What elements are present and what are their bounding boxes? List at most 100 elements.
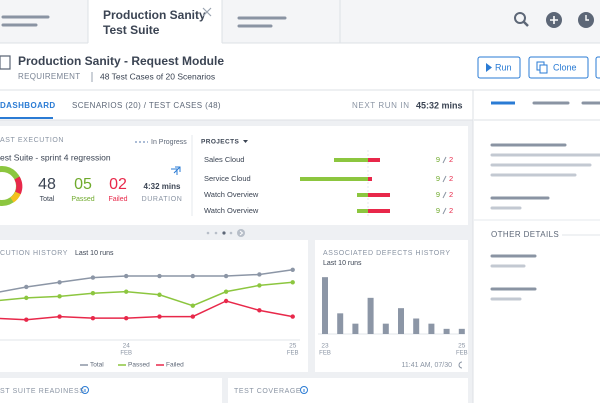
bar [413, 318, 420, 334]
x-tick-month: FEB [319, 351, 331, 357]
point [24, 317, 29, 322]
point [223, 273, 229, 279]
series-line [0, 269, 293, 293]
info-icon[interactable] [81, 386, 89, 394]
point [57, 314, 62, 319]
point [57, 294, 62, 299]
separator [442, 207, 447, 215]
x-tick-label: 25 [458, 343, 466, 350]
bar [337, 313, 344, 334]
bar [398, 308, 404, 334]
clone-button[interactable]: Clone [528, 56, 589, 79]
button-label: Clone [553, 62, 577, 72]
point [157, 273, 162, 279]
legend-label: Passed [128, 362, 150, 369]
project-name: Watch Overview [204, 190, 259, 199]
coverage-card [228, 378, 468, 403]
point [290, 280, 295, 285]
series-line [0, 300, 293, 321]
x-tick-month: FEB [287, 351, 299, 357]
card-subtitle: Last 10 runs [75, 250, 114, 257]
stat-value: 02 [109, 176, 127, 193]
legend-label: In Progress [151, 139, 187, 146]
project-passed: 9 [436, 206, 440, 215]
card-title: TEST COVERAGE [234, 388, 301, 395]
run-button[interactable]: Run [477, 56, 521, 79]
point [124, 273, 129, 279]
point [90, 275, 96, 280]
point [223, 298, 229, 304]
button-label: Run [495, 62, 512, 72]
point [190, 314, 195, 319]
project-passed: 9 [436, 190, 440, 199]
point [257, 272, 262, 277]
active-tab[interactable] [88, 0, 222, 44]
point [90, 315, 96, 321]
x-tick-label: 25 [289, 343, 297, 350]
bar [428, 323, 435, 334]
point [157, 314, 162, 319]
project-name: Service Cloud [204, 174, 251, 183]
separator [442, 191, 447, 199]
series-line [0, 281, 293, 307]
refresh-icon[interactable] [458, 361, 463, 369]
page-title: Production Sanity - Request Module [18, 54, 224, 68]
project-name: Watch Overview [204, 206, 259, 215]
point [157, 292, 162, 297]
project-bars [300, 158, 390, 213]
donut [0, 166, 23, 206]
stat-value: 05 [74, 176, 92, 193]
clock-icon[interactable] [578, 12, 594, 28]
timestamp: 11:41 AM, 07/30 [402, 362, 453, 369]
page-type: REQUIREMENT [18, 72, 80, 81]
x-tick-month: FEB [120, 351, 132, 357]
section-title: OTHER DETAILS [491, 230, 559, 239]
point [124, 289, 129, 294]
project-failed: 2 [449, 155, 453, 164]
stat-label: Failed [108, 196, 127, 203]
point [90, 291, 96, 296]
nav-tab[interactable]: SCENARIOS (20) / TEST CASES (48) [72, 101, 221, 110]
point [24, 284, 29, 290]
add-icon[interactable] [546, 12, 562, 28]
readiness-card [0, 378, 222, 403]
x-tick-label: 23 [321, 343, 329, 350]
next-run-label: NEXT RUN IN [352, 101, 410, 110]
dropdown-icon[interactable] [243, 140, 248, 143]
point [24, 295, 29, 301]
stat-label: DURATION [142, 196, 183, 203]
pager[interactable] [206, 229, 245, 237]
card-title: CUTION HISTORY [0, 250, 68, 257]
legend-label: Total [90, 362, 104, 369]
card-title: ASSOCIATED DEFECTS HISTORY [323, 250, 451, 257]
x-tick-label: 24 [123, 343, 131, 350]
bar [458, 328, 465, 334]
point [190, 273, 195, 279]
nav-tab[interactable]: DASHBOARD [0, 101, 56, 110]
separator [442, 175, 447, 183]
card-title: AST EXECUTION [0, 137, 64, 144]
tab-title: Production Sanity [103, 8, 206, 22]
point [290, 314, 295, 319]
stat-value: 4:32 mins [144, 182, 181, 191]
card-title: ST SUITE READINESS [0, 388, 85, 395]
defects-card [315, 240, 468, 372]
stat-value: 48 [38, 176, 56, 193]
next-run: 45:32 mins [416, 100, 463, 110]
point [57, 280, 62, 285]
point [257, 283, 262, 288]
export-icon[interactable] [171, 166, 181, 175]
point [124, 315, 129, 321]
projects-title: PROJECTS [201, 139, 240, 146]
separator [442, 156, 447, 164]
info-icon[interactable] [300, 386, 308, 394]
point [223, 289, 229, 294]
bar [352, 323, 359, 334]
close-icon[interactable] [202, 7, 212, 17]
project-failed: 2 [449, 174, 453, 183]
search-icon[interactable] [514, 12, 529, 27]
project-passed: 9 [436, 155, 440, 164]
more-button[interactable] [595, 56, 600, 79]
